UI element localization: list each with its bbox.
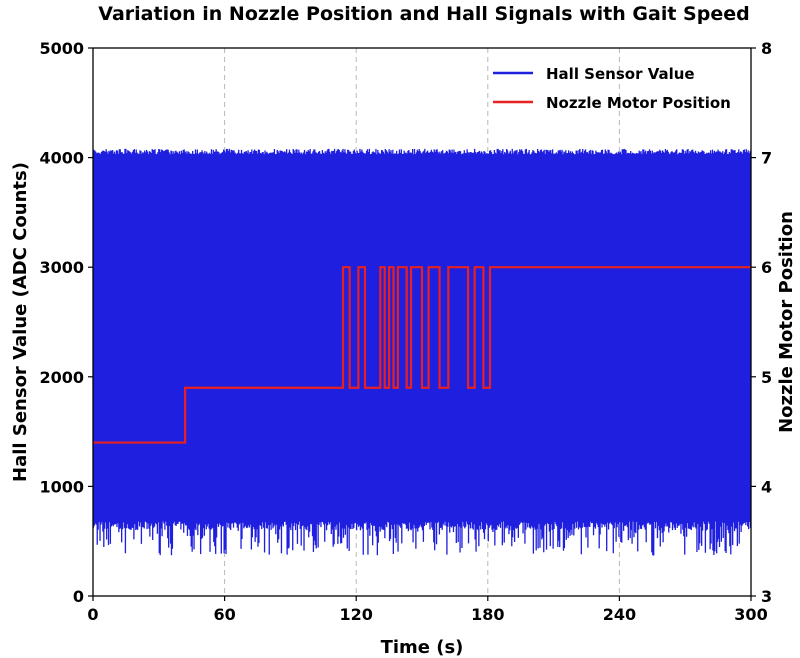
chart-title: Variation in Nozzle Position and Hall Si… (98, 3, 749, 25)
y-right-tick-label: 5 (761, 368, 772, 387)
x-tick-label: 180 (471, 605, 504, 624)
x-axis-label: Time (s) (381, 637, 464, 658)
x-tick-label: 0 (87, 605, 98, 624)
y-right-axis-ticks: 3 4 5 6 7 8 (751, 39, 772, 606)
y-left-tick-label: 5000 (39, 39, 84, 58)
legend: Hall Sensor Value Nozzle Motor Position (493, 65, 731, 112)
y-left-axis-ticks: 0 1000 2000 3000 4000 5000 (39, 39, 93, 606)
y-left-tick-label: 0 (73, 587, 84, 606)
y-right-tick-label: 7 (761, 149, 772, 168)
y-left-tick-label: 2000 (39, 368, 84, 387)
y-left-tick-label: 4000 (39, 149, 84, 168)
legend-nozzle-label: Nozzle Motor Position (546, 94, 731, 112)
x-tick-label: 300 (734, 605, 767, 624)
y-right-axis-label: Nozzle Motor Position (776, 211, 797, 433)
nozzle-motor-series (93, 266, 751, 444)
y-left-tick-label: 3000 (39, 258, 84, 277)
x-axis-ticks: 0 60 120 180 240 300 (87, 596, 768, 624)
y-right-tick-label: 3 (761, 587, 772, 606)
y-left-axis-label: Hall Sensor Value (ADC Counts) (10, 162, 31, 482)
hall-sensor-series (93, 148, 751, 556)
y-right-tick-label: 4 (761, 477, 772, 496)
legend-hall-label: Hall Sensor Value (546, 65, 695, 83)
hall-sensor-line (93, 148, 751, 556)
y-right-tick-label: 8 (761, 39, 772, 58)
x-tick-label: 60 (213, 605, 235, 624)
nozzle-motor-line (93, 266, 751, 444)
y-left-tick-label: 1000 (39, 477, 84, 496)
x-tick-label: 120 (339, 605, 372, 624)
plot-frame (92, 47, 752, 597)
y-right-tick-label: 6 (761, 258, 772, 277)
x-tick-label: 240 (603, 605, 636, 624)
